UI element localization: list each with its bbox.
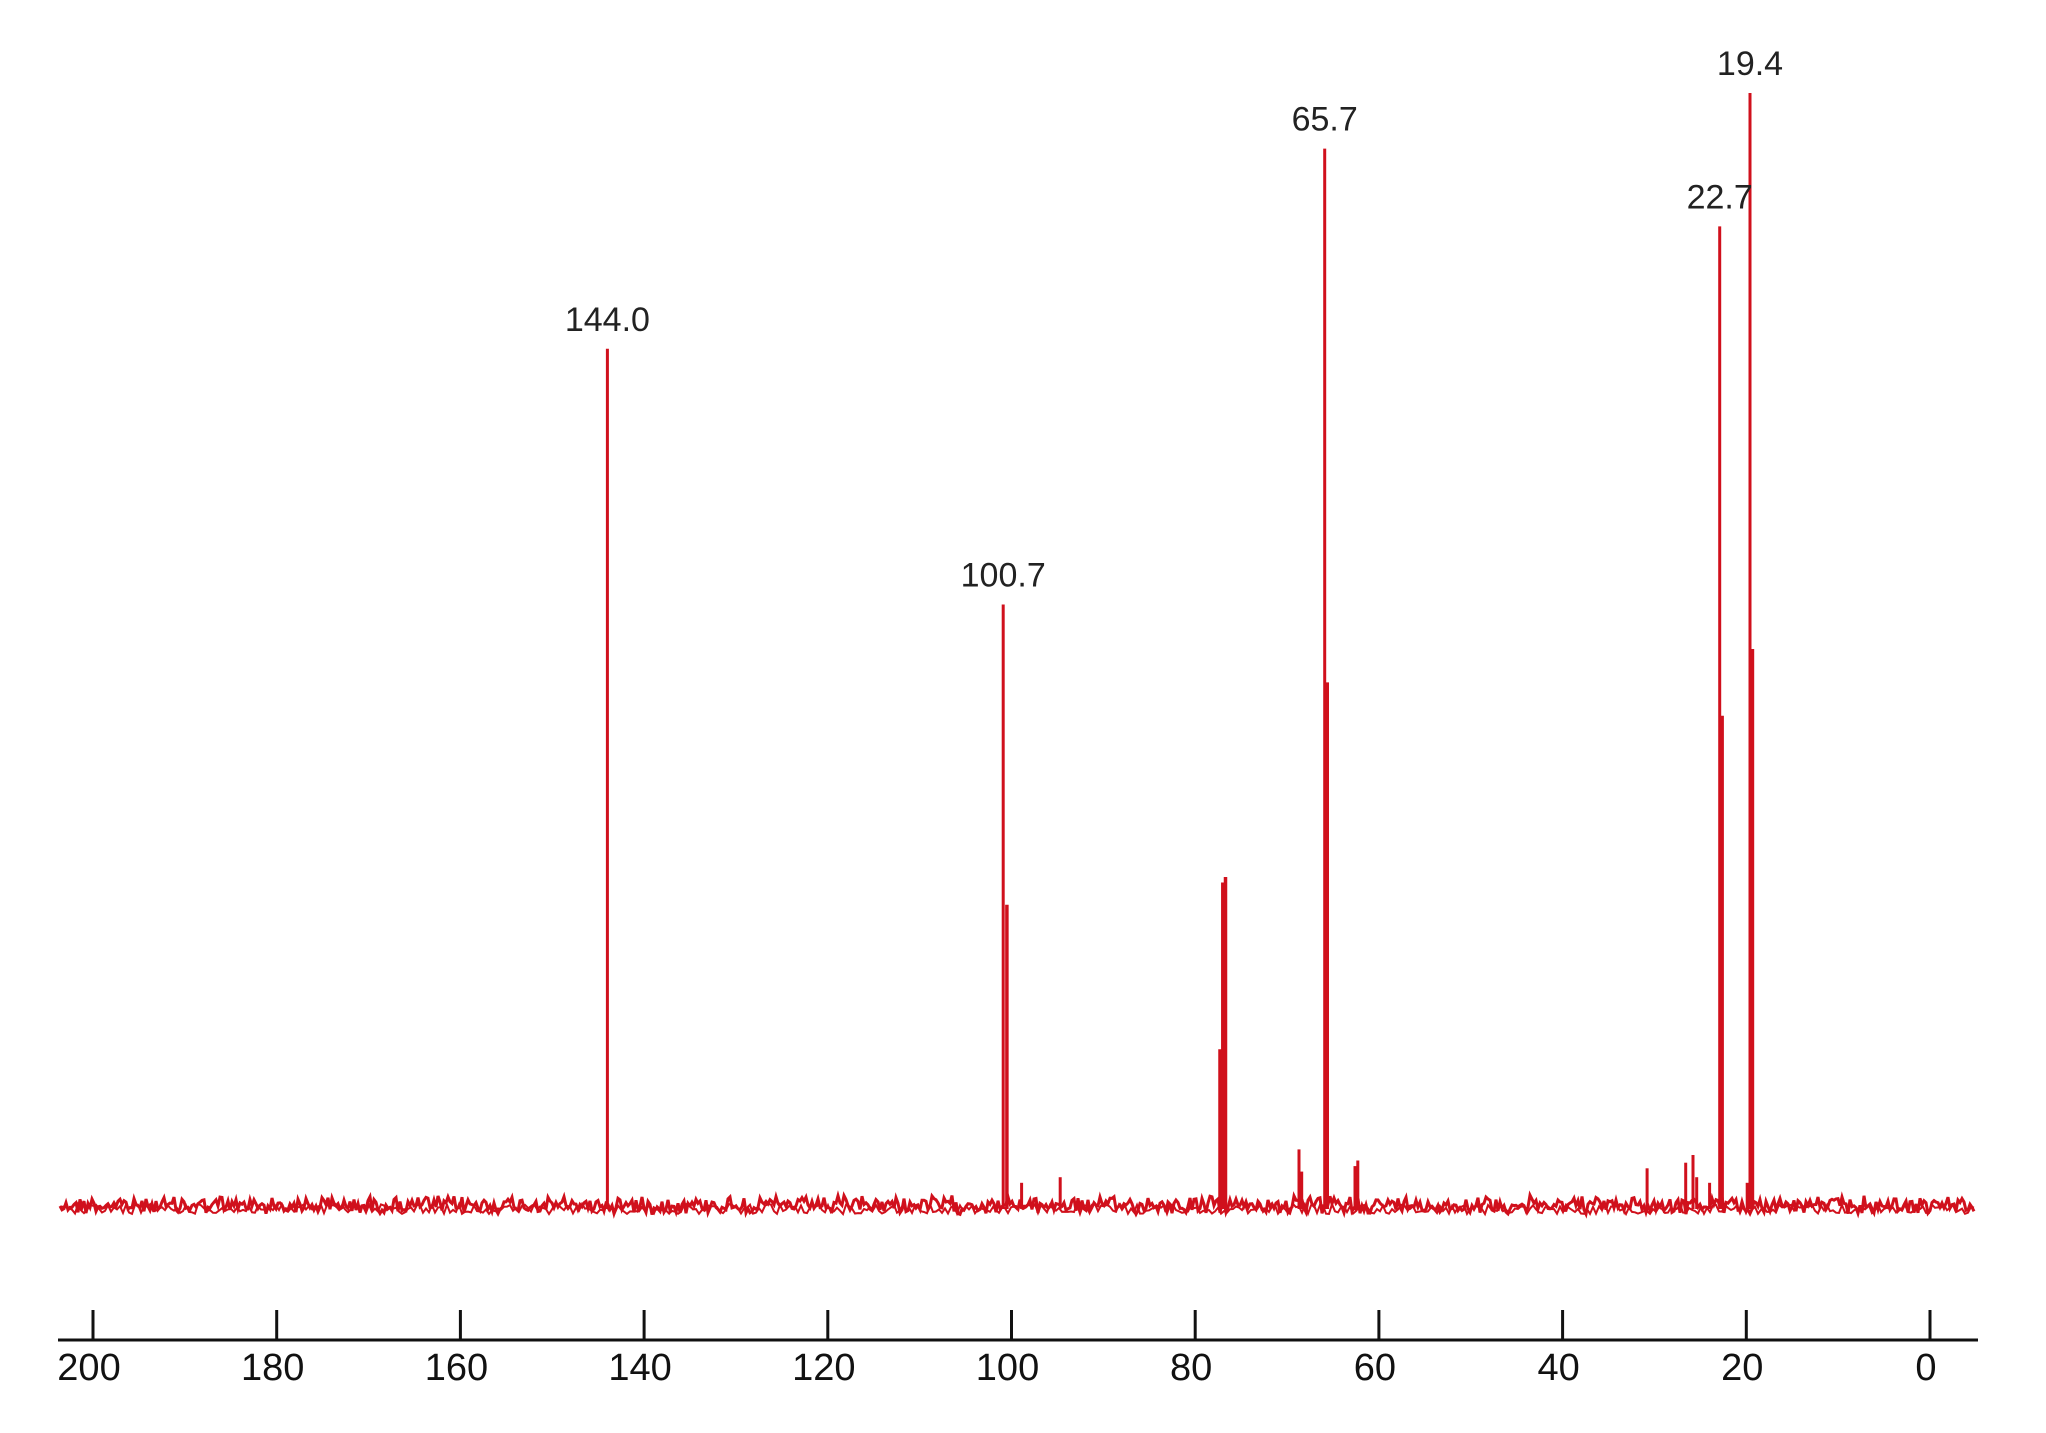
x-tick-label-80: 80 — [1170, 1347, 1212, 1389]
x-tick-label-40: 40 — [1537, 1347, 1579, 1389]
x-tick-label-200: 200 — [57, 1347, 120, 1389]
x-axis: 200 180 160 140 120 100 80 60 40 20 0 — [57, 1310, 1978, 1389]
peak-labels-group: 144.0 100.7 65.7 22.7 19.4 — [565, 45, 1783, 595]
peak-label-65-9: 65.7 — [1292, 101, 1358, 139]
x-tick-label-0: 0 — [1915, 1347, 1936, 1389]
peak-label-19-6: 19.4 — [1717, 45, 1783, 83]
baseline-noise — [58, 1190, 1976, 1219]
x-tick-label-160: 160 — [425, 1347, 488, 1389]
peak-label-22-9: 22.7 — [1687, 178, 1753, 216]
x-tick-label-120: 120 — [792, 1347, 855, 1389]
x-tick-label-140: 140 — [608, 1347, 671, 1389]
peak-label-100-9: 100.7 — [961, 557, 1046, 595]
peak-label-144: 144.0 — [565, 301, 650, 339]
x-tick-label-100: 100 — [976, 1347, 1039, 1389]
x-tick-label-20: 20 — [1721, 1347, 1763, 1389]
x-tick-label-60: 60 — [1354, 1347, 1396, 1389]
baseline-noise-trace-2 — [59, 1201, 1975, 1218]
peaks-group — [605, 93, 1755, 1209]
x-tick-label-180: 180 — [241, 1347, 304, 1389]
